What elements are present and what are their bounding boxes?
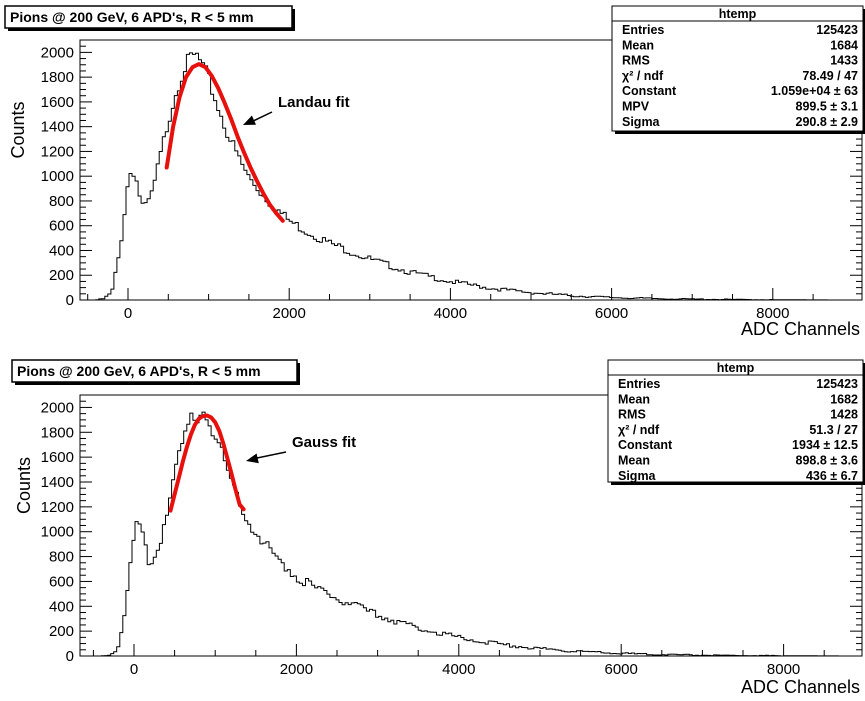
y-tick-label: 1600 [41,449,74,466]
x-axis-title: ADC Channels [741,677,860,697]
x-tick-label: 2000 [273,305,306,322]
stats-label: Mean [618,454,650,468]
fit-annotation: Gauss fit [292,434,356,451]
y-tick-label: 1400 [41,119,74,136]
y-axis-title: Counts [8,101,28,158]
x-tick-label: 6000 [605,661,638,678]
stats-value: 125423 [816,377,858,391]
y-tick-label: 600 [49,573,74,590]
stats-label: RMS [622,54,650,68]
stats-label: RMS [618,408,646,422]
x-tick-label: 4000 [434,305,467,322]
y-tick-label: 1000 [41,524,74,541]
stats-value: 290.8 ± 2.9 [796,115,859,129]
y-tick-label: 200 [49,267,74,284]
stats-value: 125423 [816,23,858,37]
x-tick-label: 0 [124,305,132,322]
stats-label: Entries [622,23,664,37]
y-tick-label: 2000 [41,399,74,416]
x-tick-label: 0 [130,661,138,678]
stats-label: Constant [622,84,677,98]
y-tick-label: 1000 [41,168,74,185]
stats-label: χ² / ndf [622,69,664,83]
stats-label: Entries [618,377,660,391]
stats-box [611,5,864,132]
y-tick-label: 200 [49,623,74,640]
stats-label: Mean [622,38,654,52]
x-axis-title: ADC Channels [741,319,860,339]
annotation-arrow-head [243,115,256,125]
stats-name: htemp [717,361,755,375]
y-tick-label: 1600 [41,94,74,111]
y-tick-label: 1800 [41,424,74,441]
y-tick-label: 2000 [41,44,74,61]
chart-title: Pions @ 200 GeV, 6 APD's, R < 5 mm [10,9,254,25]
chart-panel-1: 0 200 400 600 800 1000 1200 1400 1600 1800 2000 0 20… [4,5,865,339]
chart-title: Pions @ 200 GeV, 6 APD's, R < 5 mm [17,363,261,379]
annotation-arrow-shaft [251,451,287,460]
y-tick-label: 1200 [41,143,74,160]
stats-value: 51.3 / 27 [809,423,858,437]
stats-value: 1934 ± 12.5 [792,438,858,452]
x-tick-label: 6000 [595,305,628,322]
stats-value: 1.059e+04 ± 63 [771,84,858,98]
stats-value: 78.49 / 47 [802,69,858,83]
stats-label: Sigma [618,469,657,483]
stats-label: Constant [618,438,673,452]
annotation-arrow-head [246,453,259,464]
histogram-line [95,52,840,301]
stats-label: Sigma [622,115,661,129]
x-tick-label: 4000 [442,661,475,678]
fit-curve [168,413,246,513]
stats-label: χ² / ndf [618,423,660,437]
y-tick-label: 1200 [41,499,74,516]
chart-panel-2: 0 200 400 600 800 1000 1200 1400 1600 1800 2000 0 20… [11,359,865,697]
y-tick-label: 1800 [41,69,74,86]
stats-value: 436 ± 6.7 [806,469,858,483]
y-tick-label: 400 [49,242,74,259]
stats-box [607,359,864,483]
x-tick-label: 8000 [756,305,789,322]
fit-annotation: Landau fit [278,94,350,111]
stats-name: htemp [719,7,757,21]
x-tick-label: 8000 [767,661,800,678]
title-box [11,359,298,383]
title-box [4,5,293,29]
y-tick-label: 400 [49,598,74,615]
fit-curve [164,62,285,223]
y-tick-label: 800 [49,549,74,566]
stats-label: MPV [622,100,650,114]
y-tick-label: 600 [49,218,74,235]
stats-value: 898.8 ± 3.6 [796,454,859,468]
y-axis-title: Counts [14,457,34,514]
x-tick-label: 2000 [280,661,313,678]
stats-value: 1428 [830,408,858,422]
stats-value: 1684 [830,38,858,52]
stats-value: 899.5 ± 3.1 [796,100,859,114]
y-tick-label: 0 [66,292,74,309]
y-tick-label: 800 [49,193,74,210]
stats-value: 1682 [830,392,858,406]
histogram-line [101,411,851,657]
stats-label: Mean [618,392,650,406]
y-tick-label: 1400 [41,474,74,491]
stats-value: 1433 [830,54,858,68]
y-tick-label: 0 [66,648,74,665]
